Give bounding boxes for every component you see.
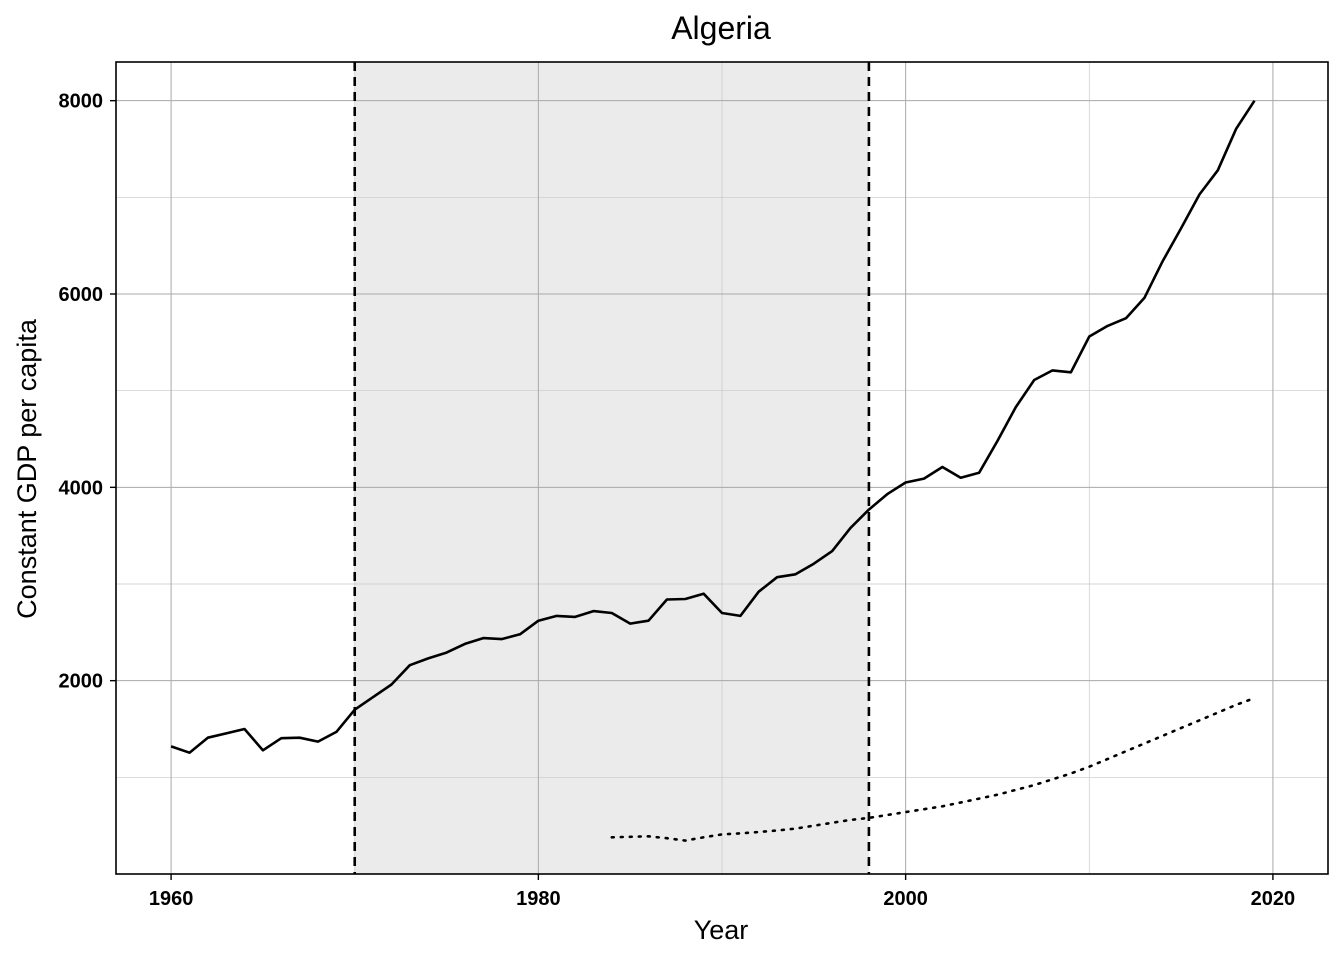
x-tick-label: 2000	[883, 888, 928, 910]
x-tick-label: 1980	[516, 888, 561, 910]
reference-lines-layer	[353, 62, 871, 874]
y-tick-label: 6000	[59, 284, 104, 306]
y-tick-label: 2000	[59, 671, 104, 693]
series-line-dotted	[610, 696, 1256, 842]
y-axis-title: Constant GDP per capita	[12, 318, 42, 619]
series-layer	[170, 99, 1256, 842]
shaded-region	[354, 62, 869, 874]
y-tick-label: 4000	[59, 477, 104, 499]
y-tick-label: 8000	[59, 91, 104, 113]
plot-border	[115, 61, 1329, 875]
x-axis-ticks: 1960 1980 2000 2020	[149, 874, 1295, 910]
shaded-region-layer	[354, 62, 869, 874]
grid-layer	[116, 62, 1328, 874]
x-axis-title: Year	[694, 915, 749, 945]
plot-frame-layer	[115, 61, 1329, 875]
x-tick-label: 1960	[149, 888, 194, 910]
chart-title: Algeria	[671, 10, 771, 46]
series-line-solid	[170, 99, 1256, 754]
y-axis-ticks: 2000 4000 6000 8000	[59, 91, 116, 693]
x-tick-label: 2020	[1251, 888, 1296, 910]
